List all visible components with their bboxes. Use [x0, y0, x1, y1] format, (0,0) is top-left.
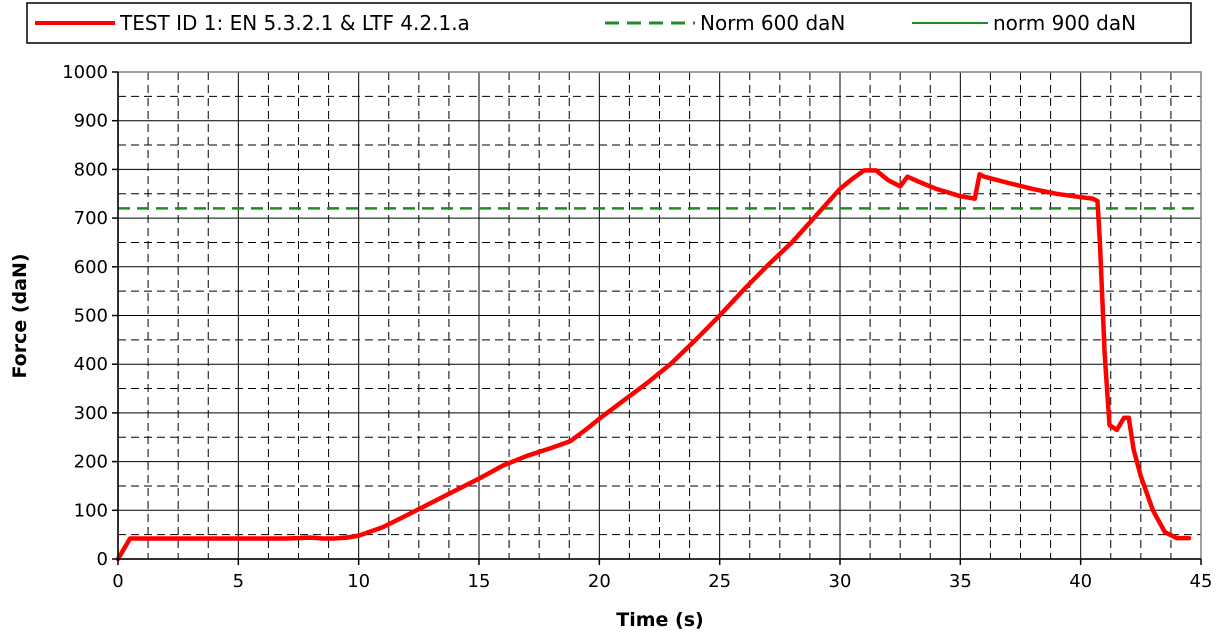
y-tick-label: 700: [74, 208, 108, 229]
y-axis-title: Force (daN): [9, 253, 31, 378]
series-layer: [115, 168, 1192, 562]
x-tick-label: 25: [708, 571, 731, 592]
x-tick-label: 35: [949, 571, 972, 592]
minor-grid: [118, 72, 1201, 559]
y-tick-label: 400: [74, 354, 108, 375]
y-tick-label: 500: [74, 306, 108, 327]
y-tick-label: 600: [74, 257, 108, 278]
legend-label-norm-900: norm 900 daN: [993, 11, 1136, 35]
x-tick-label: 5: [233, 571, 244, 592]
legend-label-norm-600: Norm 600 daN: [700, 11, 845, 35]
x-tick-label: 45: [1190, 571, 1213, 592]
legend-label-test-id-1: TEST ID 1: EN 5.3.2.1 & LTF 4.2.1.a: [119, 11, 470, 35]
x-tick-label: 0: [112, 571, 123, 592]
x-tick-label: 40: [1069, 571, 1092, 592]
y-tick-label: 200: [74, 452, 108, 473]
y-tick-label: 300: [74, 403, 108, 424]
x-tick-label: 15: [468, 571, 491, 592]
x-tick-label: 30: [829, 571, 852, 592]
x-axis-title: Time (s): [616, 609, 703, 631]
major-grid: [118, 72, 1201, 559]
series-line-test-id-1: [115, 168, 1192, 562]
y-tick-label: 1000: [62, 62, 108, 83]
y-tick-label: 900: [74, 111, 108, 132]
y-tick-label: 0: [97, 549, 108, 570]
legend: TEST ID 1: EN 5.3.2.1 & LTF 4.2.1.a Norm…: [26, 2, 1192, 44]
y-tick-label: 800: [74, 159, 108, 180]
x-tick-label: 10: [347, 571, 370, 592]
x-tick-labels: 0 5 10 15 20 25 30 35 40 45: [112, 559, 1212, 592]
y-tick-labels: 0 100 200 300 400 500 600 700 800 900 1000: [62, 62, 118, 570]
y-tick-label: 100: [74, 500, 108, 521]
x-tick-label: 20: [588, 571, 611, 592]
